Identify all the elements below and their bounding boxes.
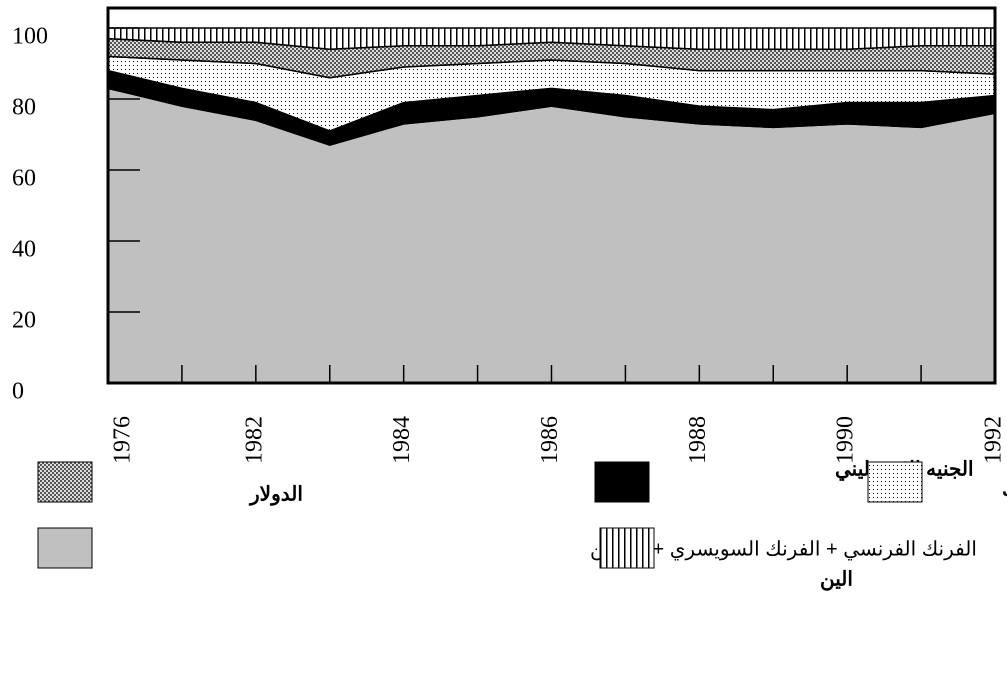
legend-swatch (594, 461, 650, 503)
y-tick-label: 60 (12, 166, 36, 192)
area (107, 87, 996, 384)
legend-label: الدولار (248, 483, 303, 506)
x-tick-label: 1988 (685, 416, 711, 464)
x-tick-label: 1990 (833, 416, 859, 464)
x-tick-label: 1982 (241, 416, 267, 464)
legend-swatch (599, 527, 655, 569)
x-tick-label: 1986 (537, 416, 563, 464)
x-tick-label: 1992 (981, 416, 1007, 464)
legend-label: الين (820, 568, 853, 591)
y-tick-label: 80 (12, 95, 36, 121)
y-tick-label: 100 (12, 24, 48, 50)
legend-label: الفرنك الفرنسي + الفرنك السويسري + فلوري… (590, 538, 977, 560)
legend-swatch (37, 461, 93, 503)
legend-swatch (867, 461, 923, 503)
y-tick-label: 40 (12, 237, 36, 263)
legend-label: المارك (1002, 478, 1007, 501)
x-tick-label: 1984 (389, 416, 415, 464)
legend-swatch (37, 527, 93, 569)
y-tick-label: 0 (12, 379, 24, 405)
y-tick-label: 20 (12, 308, 36, 334)
x-tick-label: 1976 (110, 416, 136, 464)
